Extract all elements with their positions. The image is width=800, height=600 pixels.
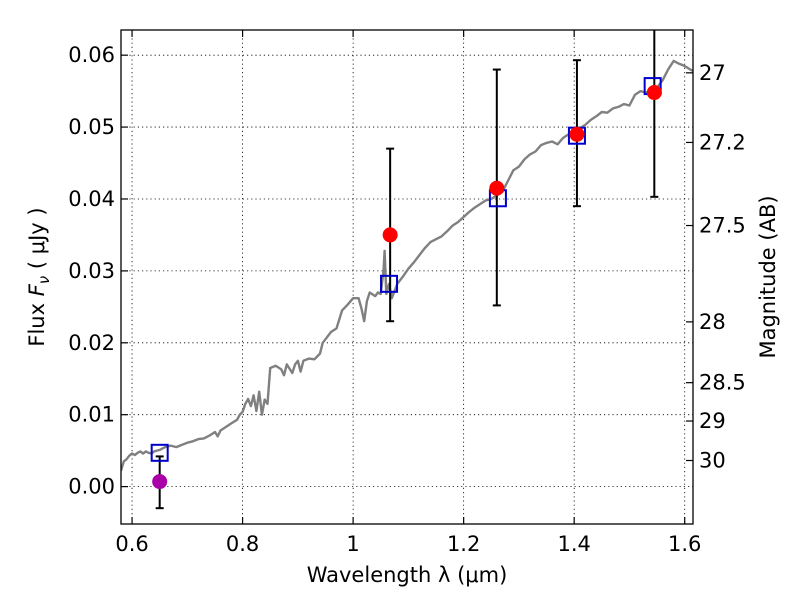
x-tick-label: 1.2 bbox=[447, 532, 480, 556]
y-tick-label: 0.05 bbox=[68, 115, 115, 139]
y-axis-label-symbol: F bbox=[25, 283, 49, 296]
y2-tick-label: 27 bbox=[699, 61, 726, 85]
x-tick-label: 1.6 bbox=[668, 532, 701, 556]
y2-tick-label: 27.2 bbox=[699, 130, 746, 154]
x-tick-label: 1.4 bbox=[557, 532, 590, 556]
y-tick-label: 0.02 bbox=[68, 331, 115, 355]
y-tick-label: 0.01 bbox=[68, 403, 115, 427]
model-band-square bbox=[380, 274, 399, 293]
y2-tick-label: 28.5 bbox=[699, 371, 746, 395]
x-tick-label: 1 bbox=[346, 532, 359, 556]
y-axis-label-subscript: ν bbox=[35, 276, 53, 284]
observed-points bbox=[152, 85, 662, 490]
x-tick-label: 0.8 bbox=[226, 532, 259, 556]
y-axis-label-suffix: ( μJy ) bbox=[25, 207, 49, 275]
y2-tick-label: 27.5 bbox=[699, 214, 746, 238]
x-tick-label: 0.6 bbox=[115, 532, 148, 556]
y2-tick-label: 29 bbox=[699, 409, 726, 433]
y2-tick-label: 30 bbox=[699, 449, 726, 473]
y2-axis-label: Magnitude (AB) bbox=[756, 195, 780, 358]
y-tick-label: 0.03 bbox=[68, 259, 115, 283]
y-tick-label: 0.00 bbox=[68, 475, 115, 499]
detection-point bbox=[646, 85, 662, 101]
detection-point bbox=[569, 126, 585, 142]
y-axis-label-prefix: Flux bbox=[25, 296, 49, 346]
detection-point bbox=[382, 227, 398, 243]
y2-tick-label: 28 bbox=[699, 310, 726, 334]
x-axis-label: Wavelength λ (μm) bbox=[307, 563, 508, 587]
y-axis-label: Flux Fν ( μJy ) bbox=[25, 207, 53, 346]
axes-frame bbox=[120, 29, 694, 525]
detection-point bbox=[489, 180, 505, 196]
y-tick-label: 0.06 bbox=[68, 43, 115, 67]
plot-area bbox=[121, 30, 693, 510]
model-band-square bbox=[150, 443, 169, 462]
y-tick-label: 0.04 bbox=[68, 187, 115, 211]
axis-ticks: 0.6 0.8 1 1.2 1.4 1.6 0.00 0.01 0.02 0.03 0.04 0.05… bbox=[68, 30, 746, 556]
nondetection-point bbox=[152, 474, 168, 490]
template-spectrum-line bbox=[121, 59, 693, 472]
